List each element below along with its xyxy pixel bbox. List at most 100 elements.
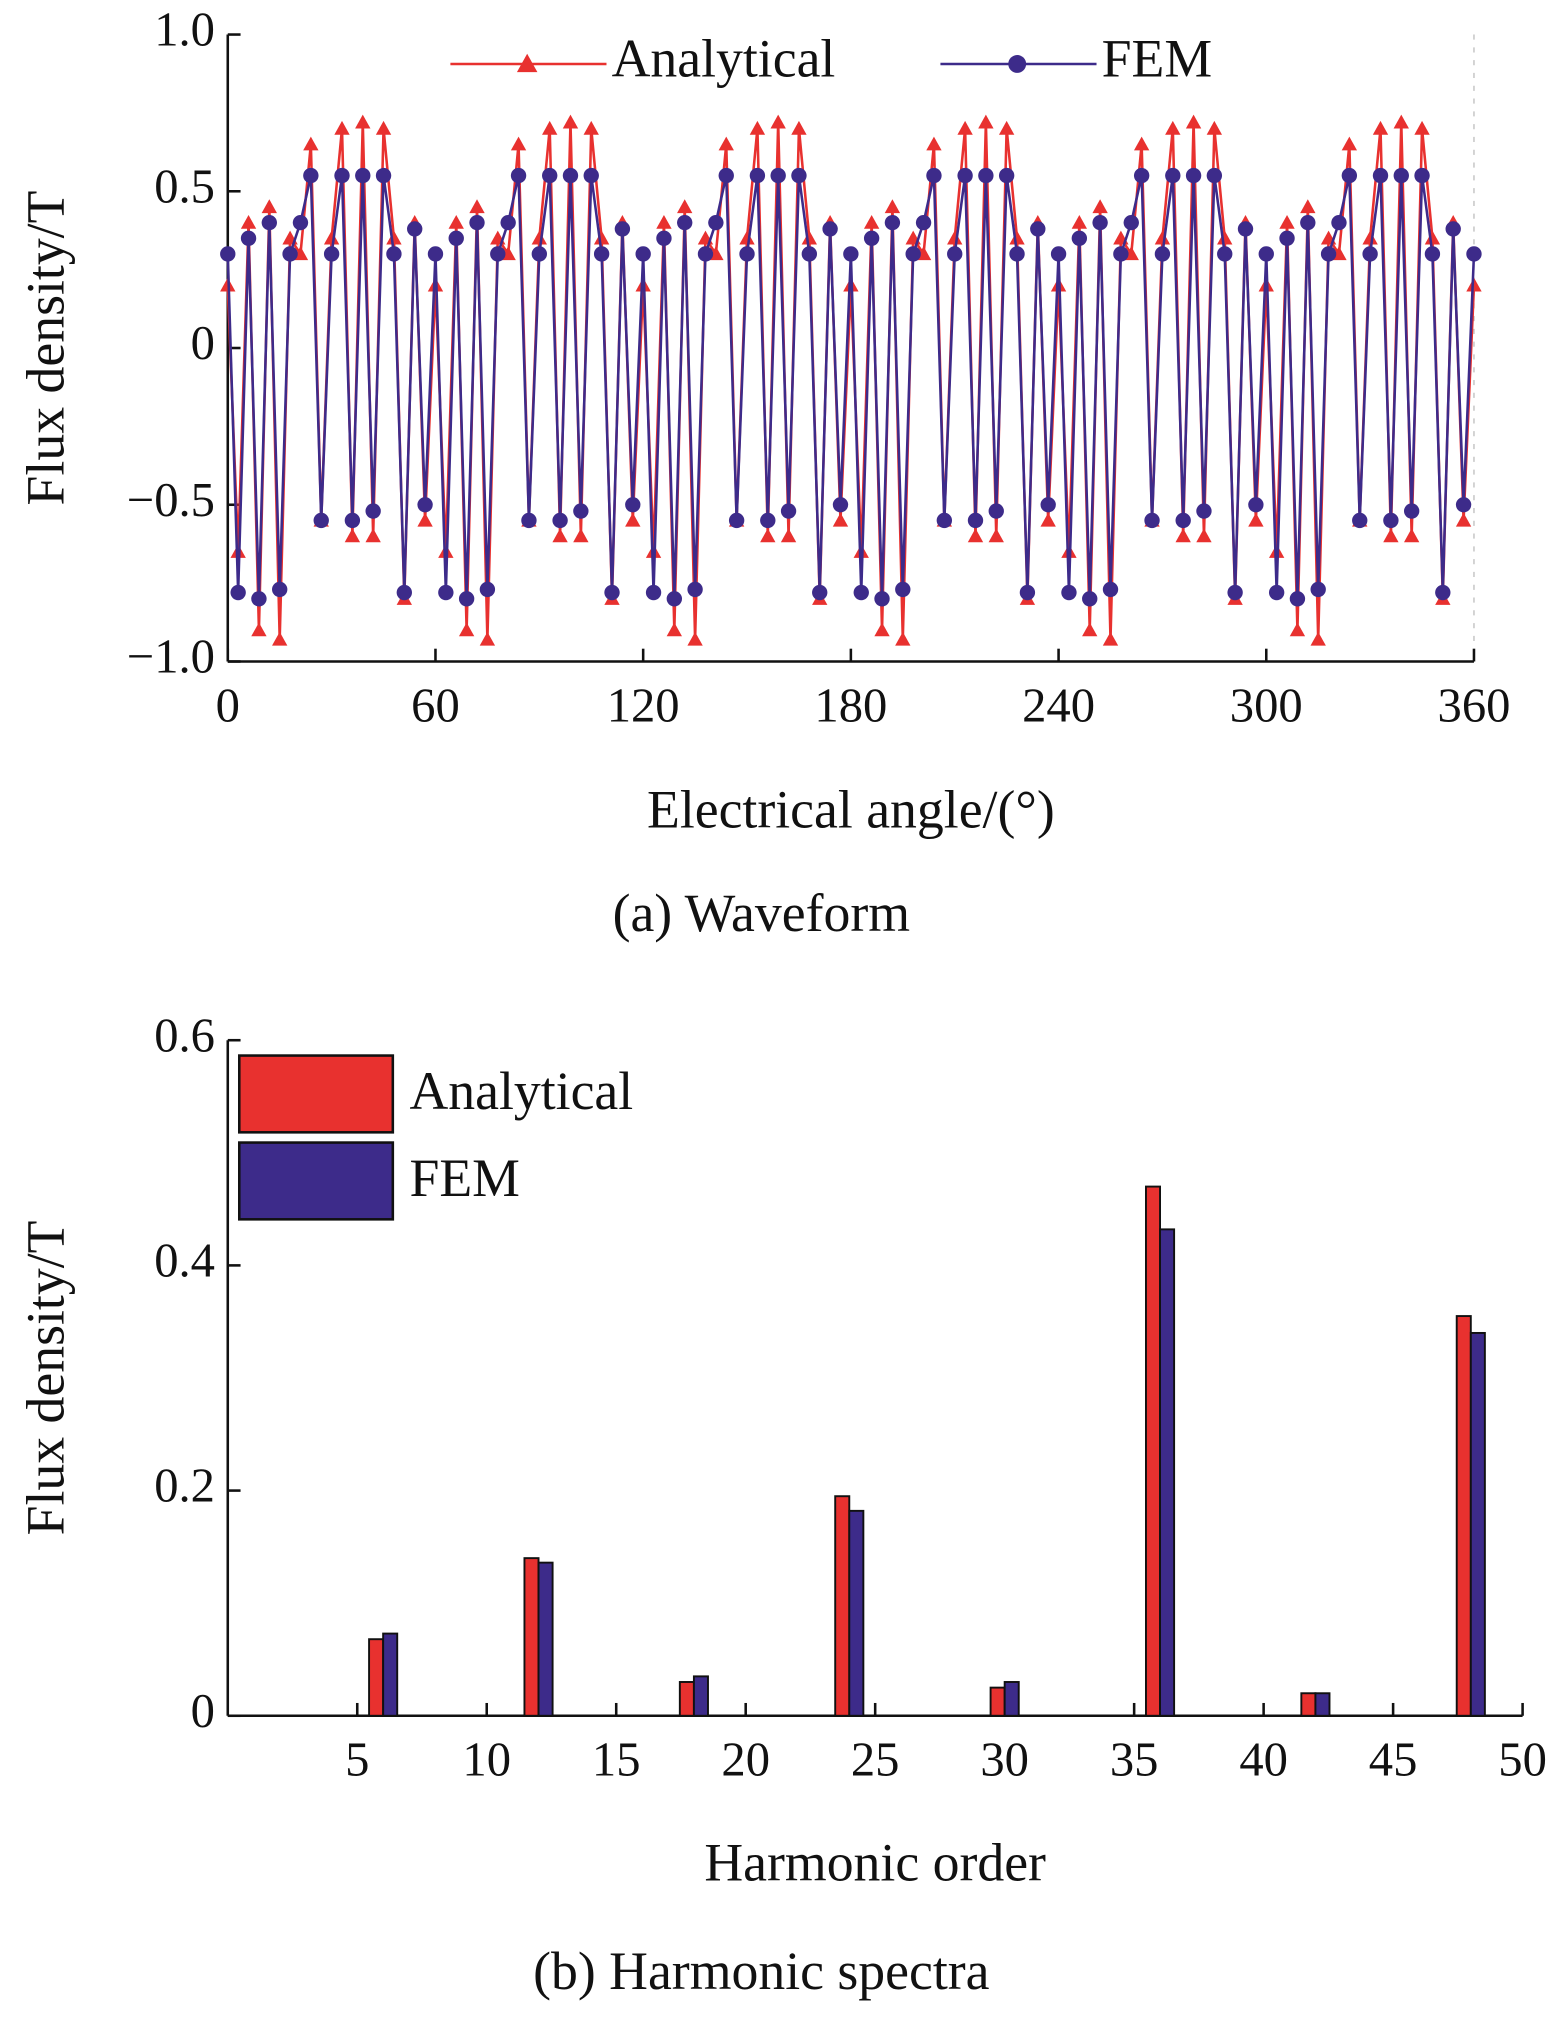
bar <box>368 1638 385 1717</box>
marker <box>843 246 859 262</box>
marker <box>718 167 734 184</box>
marker <box>230 584 246 601</box>
marker <box>967 512 984 529</box>
marker <box>791 167 807 184</box>
marker <box>957 167 973 184</box>
marker <box>739 230 755 245</box>
marker <box>573 503 589 519</box>
marker <box>1071 230 1088 246</box>
x-tick-label: 0 <box>216 678 240 732</box>
marker <box>417 497 433 513</box>
marker <box>1165 120 1181 135</box>
marker <box>334 120 350 135</box>
marker <box>1289 622 1306 637</box>
bar <box>989 1686 1006 1717</box>
bar <box>834 1495 851 1717</box>
y-tick-label: −1.0 <box>127 630 215 684</box>
x-tick-label: 50 <box>1498 1733 1547 1787</box>
marker <box>1383 528 1399 543</box>
marker <box>1466 246 1482 262</box>
marker <box>1206 120 1223 135</box>
marker <box>1279 214 1295 229</box>
marker <box>1154 230 1171 245</box>
marker <box>1185 167 1202 184</box>
marker <box>1372 120 1389 135</box>
marker <box>1424 246 1441 262</box>
marker <box>303 136 319 151</box>
marker <box>542 167 558 184</box>
marker <box>479 581 496 598</box>
marker <box>801 230 818 245</box>
marker <box>1092 214 1108 231</box>
marker <box>531 246 547 262</box>
marker <box>1133 167 1150 184</box>
marker <box>542 120 558 135</box>
marker <box>770 167 786 184</box>
marker <box>1040 512 1056 527</box>
marker <box>884 199 901 214</box>
marker <box>1331 214 1347 231</box>
marker <box>562 167 579 184</box>
marker <box>1144 512 1160 529</box>
marker <box>479 631 496 646</box>
marker <box>417 512 433 527</box>
marker <box>988 528 1004 543</box>
marker <box>801 246 818 262</box>
marker <box>978 114 994 129</box>
marker <box>583 120 599 135</box>
y-axis-label: Flux density/T <box>16 191 76 506</box>
marker <box>739 246 755 262</box>
marker <box>583 167 599 184</box>
y-tick-label: 0.6 <box>154 1008 215 1062</box>
x-tick-label: 15 <box>592 1733 641 1787</box>
marker <box>1102 631 1119 646</box>
marker <box>240 230 257 246</box>
marker <box>1268 584 1285 601</box>
legend-label: FEM <box>1102 28 1212 88</box>
marker <box>272 581 288 598</box>
x-tick-label: 60 <box>411 678 460 732</box>
marker <box>521 512 537 529</box>
marker <box>1341 136 1358 151</box>
bar <box>523 1557 540 1717</box>
y-tick-label: 1.0 <box>154 3 215 57</box>
marker <box>1352 512 1368 529</box>
marker <box>573 528 589 543</box>
bar <box>1003 1681 1020 1717</box>
marker <box>1258 246 1274 262</box>
marker <box>1196 503 1212 519</box>
bar <box>692 1675 709 1717</box>
marker <box>998 167 1015 184</box>
marker <box>1030 221 1046 237</box>
marker <box>770 114 786 129</box>
marker <box>1217 246 1233 262</box>
marker <box>666 591 683 607</box>
marker <box>458 591 475 607</box>
marker <box>1040 497 1056 513</box>
marker <box>614 221 631 237</box>
marker <box>1341 167 1358 184</box>
marker <box>926 136 942 151</box>
marker <box>1248 512 1264 527</box>
marker <box>635 246 651 262</box>
marker <box>1217 230 1233 245</box>
marker <box>458 622 475 637</box>
marker <box>1061 584 1077 601</box>
marker <box>1185 114 1202 129</box>
marker <box>365 503 381 519</box>
marker <box>978 167 994 184</box>
x-tick-label: 240 <box>1022 678 1095 732</box>
legend-label: FEM <box>409 1148 519 1208</box>
y-tick-label: 0 <box>191 1684 215 1738</box>
marker <box>1196 528 1212 543</box>
marker <box>1310 631 1326 646</box>
marker <box>593 230 610 245</box>
marker <box>656 230 672 246</box>
marker <box>677 199 693 214</box>
marker <box>1175 512 1191 529</box>
legend-marker <box>1008 55 1027 73</box>
marker <box>749 167 766 184</box>
marker <box>552 512 568 529</box>
marker <box>1009 246 1025 262</box>
marker <box>303 167 319 184</box>
